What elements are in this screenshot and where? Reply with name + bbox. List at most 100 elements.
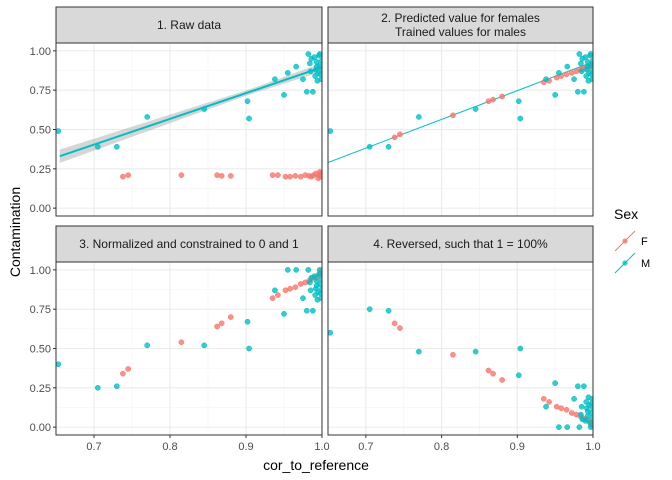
data-point-M [201,106,208,112]
data-point-F [490,96,496,103]
data-point-M [307,287,314,294]
legend: Sex FM [614,206,650,274]
y-tick-label: 0.00 [30,422,51,434]
data-point-M [576,424,583,430]
data-point-M [578,60,584,67]
data-point-M [571,395,577,402]
facet-strip-title: 4. Reversed, such that 1 = 100% [373,237,548,251]
facet-strip-title-line: 1. Raw data [157,18,221,32]
data-point-F [287,173,293,180]
data-point-M [303,88,310,95]
data-point-M [94,384,101,391]
facet-strip-title-line: 3. Normalized and constrained to 0 and 1 [79,237,299,251]
data-point-M [517,115,524,122]
data-point-F [178,339,185,346]
data-point-F [292,284,299,291]
data-point-M [587,424,593,430]
data-point-F [397,131,403,138]
data-point-M [584,63,591,70]
gridlines [328,43,594,216]
data-point-M [590,405,593,412]
series-F [120,169,322,182]
data-point-M [589,395,593,402]
data-point-M [281,311,287,317]
data-point-F [391,134,398,141]
data-point-F [227,173,234,179]
data-point-F [563,71,570,78]
facet-panel-4: 4. Reversed, such that 1 = 100% 0.7 0.8 0.9… [327,225,601,453]
data-point-M [552,380,558,386]
facet-panel-1: 1. Raw data 0.00 0.25 0.50 0.75 1.00 [30,6,323,217]
data-point-F [318,170,322,177]
data-point-M [575,383,581,390]
data-point-M [578,68,585,75]
smooth-fit-line [59,66,322,158]
data-point-M [293,267,300,273]
legend-key-point [622,260,628,266]
data-point-M [307,68,314,75]
data-point-F [397,325,403,331]
data-point-M [571,76,577,83]
data-point-M [589,76,593,83]
data-point-M [144,114,151,120]
data-point-M [385,307,392,314]
data-point-M [56,128,62,134]
facet-strip [55,225,323,263]
data-point-F [499,377,505,383]
y-tick-label: 0.50 [30,344,51,356]
data-point-M [590,66,593,73]
data-point-M [306,279,313,286]
data-point-F [218,320,225,327]
data-point-F [287,285,293,292]
data-point-F [214,172,220,178]
legend-key-point [622,238,628,244]
data-point-M [305,51,312,57]
data-point-M [578,411,584,418]
data-point-M [284,70,291,76]
data-point-F [490,370,496,377]
panels-layer: 1. Raw data 0.00 0.25 0.50 0.75 1.00 2. Predic… [30,6,601,453]
data-point-F [178,172,185,178]
x-tick-label: 1.0 [314,441,329,453]
data-point-F [125,172,132,178]
data-point-F [214,323,220,330]
data-point-M [328,128,334,134]
data-point-M [144,342,151,349]
data-point-M [472,106,479,112]
data-point-M [293,63,300,70]
data-point-M [313,63,320,70]
data-point-M [313,282,320,289]
data-point-M [385,143,392,150]
legend-label: M [641,258,650,270]
y-tick-label: 0.75 [30,85,51,97]
data-point-M [416,114,422,120]
data-point-M [316,51,322,57]
data-point-M [303,307,310,314]
data-point-F [558,405,565,412]
data-point-M [305,267,312,273]
facet-strip-title-line: 2. Predicted value for females [381,11,540,25]
gridlines [328,262,594,435]
data-point-M [472,348,479,355]
y-tick-label: 0.00 [30,203,51,215]
x-tick-label: 0.8 [434,441,449,453]
data-point-F [275,292,281,298]
data-point-F [391,320,398,327]
data-point-M [581,88,587,95]
data-point-M [272,287,278,294]
data-point-F [120,370,126,377]
y-tick-label: 0.50 [30,125,51,137]
series-M [328,51,593,150]
data-point-M [581,383,587,390]
data-point-F [540,395,547,402]
data-point-M [584,408,591,415]
facet-panel-2: 2. Predicted value for females Trained va… [327,6,594,217]
x-tick-label: 0.7 [86,441,101,453]
data-point-F [546,399,552,405]
data-point-M [94,143,101,150]
data-point-F [499,93,505,100]
data-point-M [564,424,571,430]
data-point-F [269,295,276,302]
legend-title: Sex [614,206,638,222]
panel-border [327,261,594,436]
